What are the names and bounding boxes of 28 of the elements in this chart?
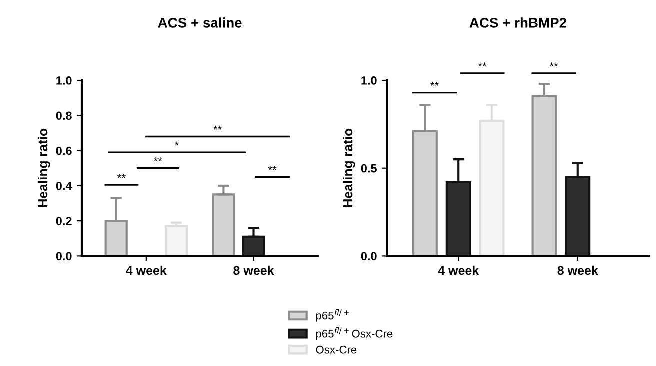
y-tick-label: 0.4 (56, 182, 72, 190)
y-tick-label: 0.5 (361, 164, 377, 173)
x-tick-label: 4 week (126, 266, 167, 276)
annotation: ** (430, 82, 439, 86)
x-tick-label: 8 week (234, 266, 274, 276)
legend-label: Osx-Cre (316, 346, 357, 354)
y-axis-title: Healing ratio (38, 128, 50, 208)
y-tick-label: 0.2 (56, 217, 72, 226)
chart-title: ACS + rhBMP2 (470, 18, 566, 28)
text: ** (478, 62, 487, 67)
legend-label: p65$^{fl/+}$Osx-Cre (316, 328, 393, 340)
annotation: ** (118, 174, 126, 178)
y-tick-label: 0.0 (361, 252, 377, 261)
annotation: ** (214, 126, 222, 130)
annotation: ** (268, 166, 277, 170)
legend-label: p65$^{fl/+}$ (316, 309, 350, 322)
x-tick-label: 8 week (558, 266, 598, 276)
y-tick-label: 0.8 (56, 112, 72, 120)
x-tick-label: 4 week (438, 266, 480, 276)
y-tick-label: 1.0 (362, 76, 377, 85)
chart-title: ACS + saline (158, 18, 242, 28)
text: ** (550, 62, 558, 67)
y-tick-label: 1.0 (56, 76, 72, 85)
y-axis-title: Healing ratio (342, 128, 356, 208)
y-tick-label: 0.0 (56, 252, 72, 261)
y-tick-label: 0.6 (56, 146, 72, 156)
annotation: ** (154, 158, 162, 162)
annotation: * (175, 142, 179, 146)
